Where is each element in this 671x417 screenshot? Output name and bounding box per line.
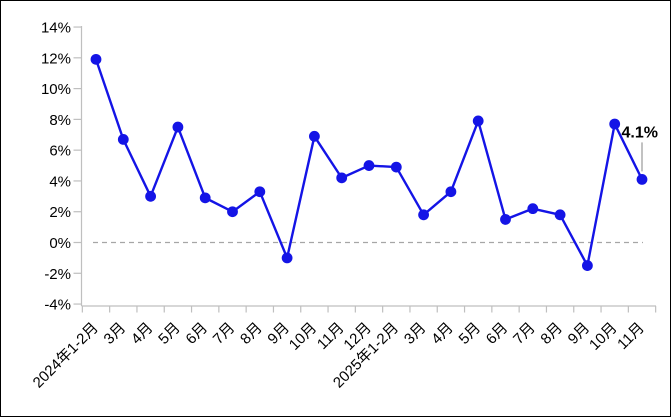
data-point-marker xyxy=(227,206,238,218)
data-label-annotation: 4.1% xyxy=(622,124,658,141)
x-axis-label: 3月 xyxy=(401,319,430,348)
data-point-marker xyxy=(636,174,648,185)
x-axis-label: 5月 xyxy=(155,319,184,348)
data-point-marker xyxy=(254,186,266,198)
x-axis-label: 8月 xyxy=(537,319,566,348)
data-point-marker xyxy=(309,130,320,142)
y-axis-label: 12% xyxy=(41,50,71,67)
x-axis-label: 4月 xyxy=(128,319,157,348)
x-axis-label: 10月 xyxy=(286,319,320,353)
data-point-marker xyxy=(172,121,184,133)
y-axis-label: 10% xyxy=(41,81,71,98)
y-axis-label: 14% xyxy=(41,20,71,37)
x-axis-label: 2024年1-2月 xyxy=(30,319,102,391)
data-point-marker xyxy=(609,118,621,130)
y-axis-label: -4% xyxy=(44,297,71,314)
data-point-marker xyxy=(582,260,593,271)
x-axis-label: 8月 xyxy=(237,319,266,348)
data-point-marker xyxy=(500,214,511,225)
x-axis-label: 5月 xyxy=(456,319,485,348)
data-point-marker xyxy=(418,209,429,221)
data-point-marker xyxy=(90,53,102,65)
data-point-marker xyxy=(117,133,129,145)
x-axis-label: 7月 xyxy=(210,319,239,348)
data-point-marker xyxy=(336,172,348,184)
y-axis-label: -2% xyxy=(44,266,71,283)
data-point-marker xyxy=(554,209,566,221)
x-axis-label: 7月 xyxy=(510,319,539,348)
y-axis-label: 0% xyxy=(49,235,71,252)
data-point-marker xyxy=(527,203,539,215)
x-axis-label: 10月 xyxy=(586,319,620,353)
x-axis-label: 6月 xyxy=(483,319,512,348)
data-point-marker xyxy=(445,186,457,198)
x-axis-label: 3月 xyxy=(101,319,130,348)
data-point-marker xyxy=(281,252,293,264)
data-point-marker xyxy=(472,115,484,127)
x-axis-label: 4月 xyxy=(428,319,457,348)
y-axis-label: 2% xyxy=(49,204,71,221)
data-point-marker xyxy=(363,160,375,171)
x-axis-label: 6月 xyxy=(183,319,212,348)
data-point-marker xyxy=(145,190,157,202)
y-axis-label: 8% xyxy=(49,112,71,129)
x-axis-label: 11月 xyxy=(314,319,348,353)
y-axis-label: 4% xyxy=(49,173,71,190)
x-axis-label: 11月 xyxy=(614,319,648,353)
data-point-marker xyxy=(199,192,211,204)
data-point-marker xyxy=(390,161,402,173)
y-axis-label: 6% xyxy=(49,143,71,160)
